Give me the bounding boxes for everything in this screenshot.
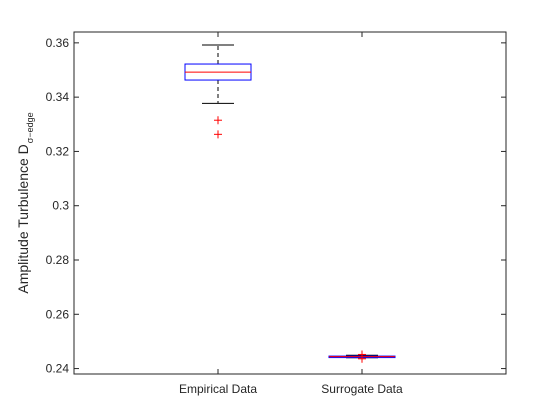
boxes-layer [184,44,396,363]
y-tick-label: 0.36 [46,36,70,50]
y-tick-label: 0.24 [46,362,70,376]
outlier-marker [358,354,366,363]
y-axis-label-subscript: σ−edge [25,112,35,143]
outlier-marker [214,116,222,125]
y-tick-label: 0.34 [46,90,70,104]
y-tick-label: 0.26 [46,307,70,321]
x-tick-label: Surrogate Data [321,382,403,396]
plot-frame [73,31,507,375]
x-tick-label: Empirical Data [179,382,257,396]
y-axis-label-main: Amplitude Turbulence D [15,144,31,293]
plot-area [74,32,506,374]
y-tick-label: 0.28 [46,253,70,267]
outlier-marker [214,130,222,139]
x-axis: Empirical Data Surrogate Data [179,32,403,396]
box-2 [328,350,396,363]
y-tick-label: 0.32 [46,144,70,158]
y-axis-label: Amplitude Turbulence Dσ−edge [15,112,35,293]
y-axis: 0.24 0.26 0.28 0.3 0.32 0.34 0.36 [46,36,506,376]
y-tick-label: 0.3 [52,199,69,213]
box-1 [184,44,252,139]
